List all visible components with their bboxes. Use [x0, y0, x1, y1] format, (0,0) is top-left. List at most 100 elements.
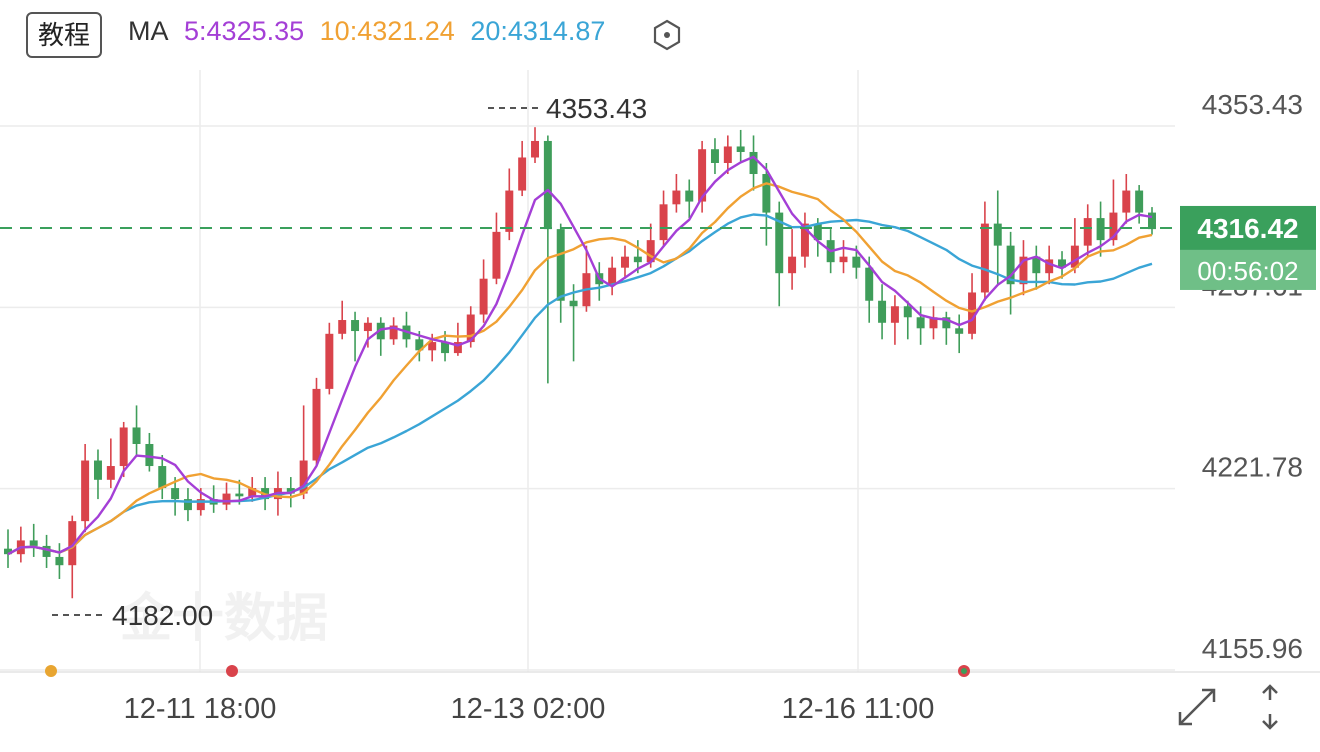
candle-body	[1032, 256, 1041, 274]
candle-body	[980, 223, 989, 293]
candle-body	[441, 342, 450, 354]
y-axis-label: 4353.43	[1202, 89, 1303, 120]
candle-body	[608, 267, 617, 285]
x-axis-label: 12-16 11:00	[782, 693, 935, 725]
candle-body	[42, 545, 51, 557]
candle-body	[1096, 218, 1105, 241]
candle-body	[749, 151, 758, 175]
candle-body	[1109, 212, 1118, 241]
ma5-line	[7, 155, 1153, 556]
candle-body	[132, 427, 141, 444]
event-dot-inner	[961, 668, 967, 674]
candle-body	[1122, 190, 1131, 213]
candle-body	[299, 460, 308, 494]
candle-body	[106, 466, 115, 480]
current-price-tag	[1180, 205, 1316, 250]
ma10-line	[7, 182, 1153, 556]
candle-body	[543, 140, 552, 230]
max-marker-label: 4353.43	[546, 93, 647, 124]
candle-body	[531, 140, 539, 158]
candle-body	[903, 306, 912, 318]
event-dot	[226, 665, 238, 677]
candle-body	[698, 149, 707, 202]
x-axis-label: 12-11 18:00	[124, 693, 277, 725]
candle-body	[81, 460, 90, 522]
candle-body	[363, 322, 372, 332]
candle-body	[235, 493, 244, 497]
candle-body	[1045, 259, 1054, 274]
candle-body	[1058, 259, 1067, 268]
candle-body	[222, 493, 231, 505]
candle-body	[505, 190, 514, 232]
candle-body	[621, 256, 629, 268]
fullscreen-icon[interactable]	[1172, 682, 1222, 732]
candle-body	[633, 256, 642, 263]
candle-body	[890, 306, 899, 323]
candle-body	[325, 333, 334, 389]
candle-body	[93, 460, 102, 480]
candle-body	[389, 325, 398, 340]
candle-body	[376, 322, 385, 340]
candle-body	[312, 388, 321, 461]
candle-body	[55, 556, 64, 566]
candle-body	[1083, 218, 1092, 246]
candle-body	[762, 174, 771, 213]
candle-body	[518, 157, 527, 191]
candle-body	[839, 256, 848, 263]
candle-body	[466, 314, 475, 343]
candle-body	[492, 231, 501, 279]
candle-body	[453, 342, 462, 354]
candle-body	[196, 499, 205, 511]
candle-body	[286, 488, 295, 494]
current-price-label: 4316.42	[1197, 213, 1298, 244]
candle-body	[29, 540, 38, 546]
countdown-label: 00:56:02	[1197, 256, 1298, 286]
candle-body	[158, 466, 167, 489]
ma20-line	[7, 213, 1153, 556]
watermark-logo: 金十数据	[119, 589, 328, 649]
candle-body	[672, 190, 681, 205]
candle-body	[852, 256, 861, 268]
hexagon-settings-icon[interactable]	[650, 18, 684, 52]
candle-body	[1019, 256, 1028, 285]
y-axis-label: 4221.78	[1202, 452, 1303, 483]
candle-body	[993, 223, 1002, 246]
candle-body	[1135, 190, 1144, 213]
candle-body	[68, 521, 77, 566]
candle-body	[569, 300, 578, 307]
candle-body	[775, 212, 784, 274]
candle-body	[800, 223, 809, 257]
candle-body	[942, 317, 951, 329]
candle-body	[813, 223, 822, 241]
candle-body	[878, 300, 887, 323]
ma10-value: 10:4321.24	[319, 16, 455, 46]
candle-body	[1006, 245, 1015, 285]
candle-body	[788, 256, 797, 274]
event-dot	[45, 665, 57, 677]
ma20-value: 20:4314.87	[470, 16, 606, 46]
ma-legend: MA 5:4325.35 10:4321.24 20:4314.87	[128, 16, 613, 47]
candle-body	[710, 149, 719, 163]
candle-body	[119, 427, 128, 467]
x-axis-label: 12-13 02:00	[451, 693, 606, 725]
candle-body	[4, 548, 12, 555]
candle-body	[685, 190, 694, 202]
candle-body	[646, 240, 655, 263]
candle-body	[171, 488, 180, 500]
candle-body	[415, 339, 424, 351]
tutorial-button[interactable]: 教程	[26, 12, 102, 58]
candle-body	[736, 146, 745, 152]
candle-body	[916, 317, 925, 329]
vertical-expand-icon[interactable]	[1252, 680, 1288, 734]
candle-body	[955, 328, 964, 334]
candle-body	[929, 317, 938, 329]
candle-body	[556, 229, 565, 301]
candle-body	[428, 342, 437, 351]
candle-body	[145, 443, 154, 467]
candle-body	[1148, 212, 1156, 230]
y-axis-label: 4155.96	[1202, 633, 1303, 664]
candle-body	[659, 204, 668, 241]
candle-body	[338, 320, 347, 334]
ma-label: MA	[128, 16, 169, 46]
